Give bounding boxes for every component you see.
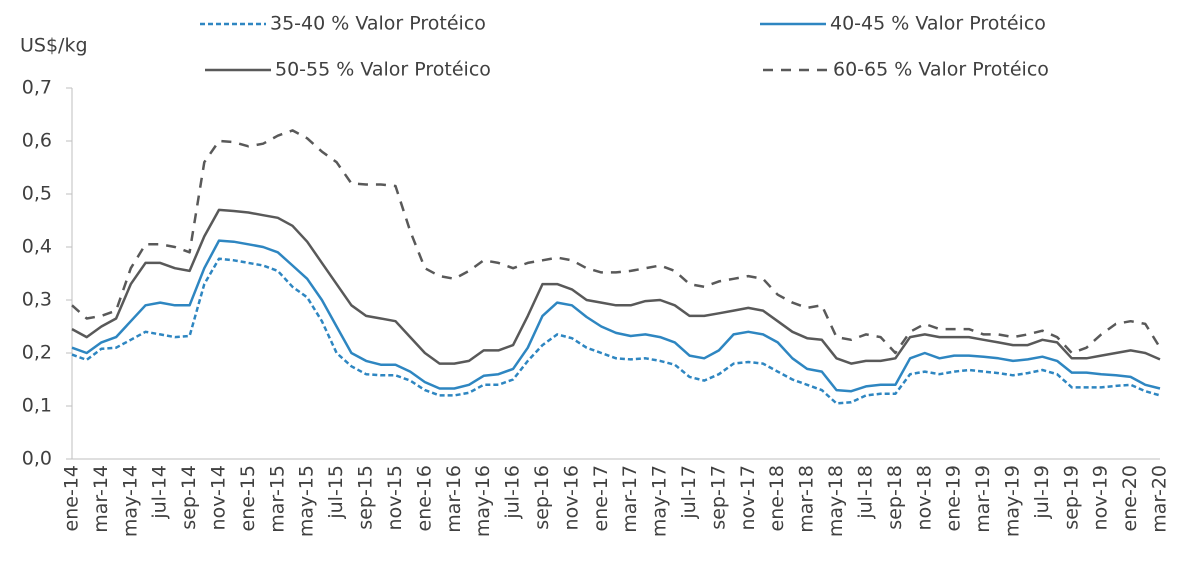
legend-label: 35-40 % Valor Protéico	[270, 13, 486, 35]
x-tick-label: jul-14	[149, 465, 171, 520]
x-tick-label: nov-14	[208, 465, 230, 530]
x-tick-label: nov-17	[737, 465, 759, 530]
legend-label: 60-65 % Valor Protéico	[833, 59, 1049, 81]
x-tick-label: jul-19	[1031, 465, 1053, 520]
x-tick-label: nov-15	[384, 465, 406, 530]
x-tick-label: jul-15	[325, 465, 347, 520]
legend-label: 40-45 % Valor Protéico	[830, 13, 1046, 35]
series-line	[71, 239, 1161, 393]
x-tick-label: ene-16	[413, 465, 435, 531]
x-tick-label: may-19	[1001, 465, 1023, 537]
x-tick-label: jul-16	[502, 465, 524, 520]
x-tick-label: ene-20	[1119, 465, 1141, 531]
y-tick-label: 0,4	[22, 236, 52, 258]
x-tick-label: mar-14	[90, 465, 112, 533]
x-tick-label: may-14	[119, 465, 141, 537]
x-tick-label: sep-19	[1060, 465, 1082, 530]
x-tick-label: mar-18	[796, 465, 818, 533]
x-tick-label: jul-18	[854, 465, 876, 520]
x-tick-label: ene-18	[766, 465, 788, 531]
y-tick-label: 0,5	[22, 183, 52, 205]
x-tick-label: ene-15	[237, 465, 259, 531]
x-tick-label: ene-17	[590, 465, 612, 531]
series-line	[71, 257, 1161, 405]
y-tick-label: 0,1	[22, 395, 52, 417]
x-tick-label: ene-14	[61, 465, 83, 531]
x-tick-label: nov-16	[560, 465, 582, 530]
x-tick-label: sep-14	[178, 465, 200, 530]
x-tick-label: mar-19	[972, 465, 994, 533]
x-tick-label: may-17	[649, 465, 671, 537]
x-tick-label: sep-18	[884, 465, 906, 530]
y-axis-label: US$/kg	[20, 35, 88, 57]
y-tick-label: 0,7	[22, 77, 52, 99]
x-tick-label: jul-17	[678, 465, 700, 520]
x-tick-label: nov-18	[913, 465, 935, 530]
x-tick-label: may-16	[472, 465, 494, 537]
y-tick-label: 0,6	[22, 130, 52, 152]
x-tick-label: sep-15	[355, 465, 377, 530]
x-tick-label: sep-17	[707, 465, 729, 530]
y-tick-label: 0,2	[22, 342, 52, 364]
x-tick-label: may-15	[296, 465, 318, 537]
y-tick-label: 0,3	[22, 289, 52, 311]
x-tick-label: mar-15	[266, 465, 288, 533]
legend-label: 50-55 % Valor Protéico	[275, 59, 491, 81]
x-tick-label: sep-16	[531, 465, 553, 530]
x-tick-label: mar-20	[1149, 465, 1171, 533]
x-tick-label: mar-17	[619, 465, 641, 533]
x-tick-label: mar-16	[443, 465, 465, 533]
series-line	[71, 129, 1162, 355]
x-tick-label: nov-19	[1090, 465, 1112, 530]
series-line	[71, 208, 1161, 365]
x-tick-label: may-18	[825, 465, 847, 537]
x-tick-label: ene-19	[943, 465, 965, 531]
y-tick-label: 0,0	[22, 448, 52, 470]
